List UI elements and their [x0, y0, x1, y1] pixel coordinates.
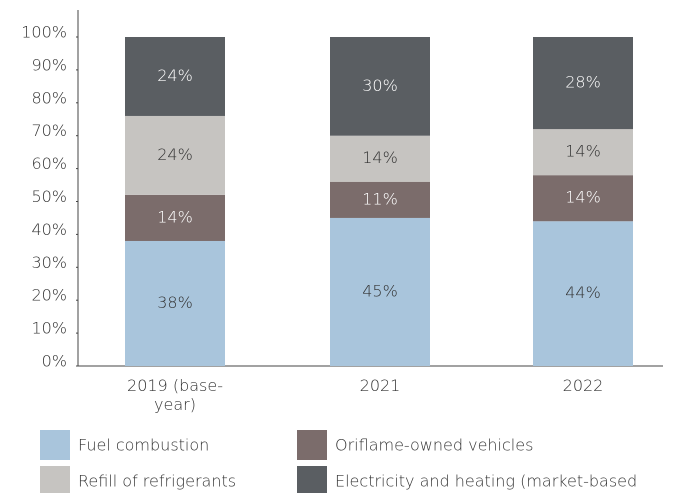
value-label: 11%: [362, 189, 398, 208]
legend-swatch: [40, 466, 70, 493]
y-tick-label: 70%: [31, 121, 67, 140]
bar-segment: [125, 194, 225, 241]
legend-label: Refill of refrigerants: [78, 472, 236, 491]
bar-segment: [533, 37, 633, 130]
y-tick-label: 20%: [31, 286, 67, 305]
bar-segment: [533, 129, 633, 176]
bar-segment: [330, 217, 430, 366]
value-label: 14%: [362, 148, 398, 167]
value-label: 30%: [362, 76, 398, 95]
x-tick-label: 2019 (base-year): [127, 376, 223, 414]
y-tick-label: 50%: [31, 187, 67, 206]
y-tick-label: 90%: [31, 55, 67, 74]
legend-swatch: [40, 430, 70, 460]
bar-segment: [125, 115, 225, 195]
value-label: 14%: [157, 207, 193, 226]
value-label: 38%: [157, 293, 193, 312]
y-tick-label: 100%: [21, 23, 67, 42]
x-tick-label: 2022: [562, 376, 604, 395]
value-label: 24%: [157, 145, 193, 164]
bar-segment: [330, 135, 430, 182]
y-tick-label: 30%: [31, 253, 67, 272]
bar-segment: [533, 175, 633, 222]
bar-segment: [125, 240, 225, 366]
value-label: 28%: [565, 73, 601, 92]
y-tick-label: 10%: [31, 319, 67, 338]
bar-segment: [125, 37, 225, 116]
y-tick-label: 60%: [31, 154, 67, 173]
value-label: 45%: [362, 281, 398, 300]
y-tick-label: 80%: [31, 88, 67, 107]
legend-label: Fuel combustion: [78, 436, 209, 455]
bar-segment: [330, 181, 430, 218]
legend-swatch: [297, 466, 327, 493]
y-tick-label: 0%: [42, 352, 67, 371]
legend-label: Electricity and heating (market-based: [335, 472, 637, 491]
value-label: 24%: [157, 66, 193, 85]
value-label: 44%: [565, 283, 601, 302]
y-tick-label: 40%: [31, 220, 67, 239]
bar-segment: [533, 221, 633, 366]
bar-segment: [330, 37, 430, 136]
legend-label: Oriflame-owned vehicles: [335, 436, 533, 455]
legend-swatch: [297, 430, 327, 460]
value-label: 14%: [565, 188, 601, 207]
value-label: 14%: [565, 142, 601, 161]
x-tick-label: 2021: [359, 376, 401, 395]
